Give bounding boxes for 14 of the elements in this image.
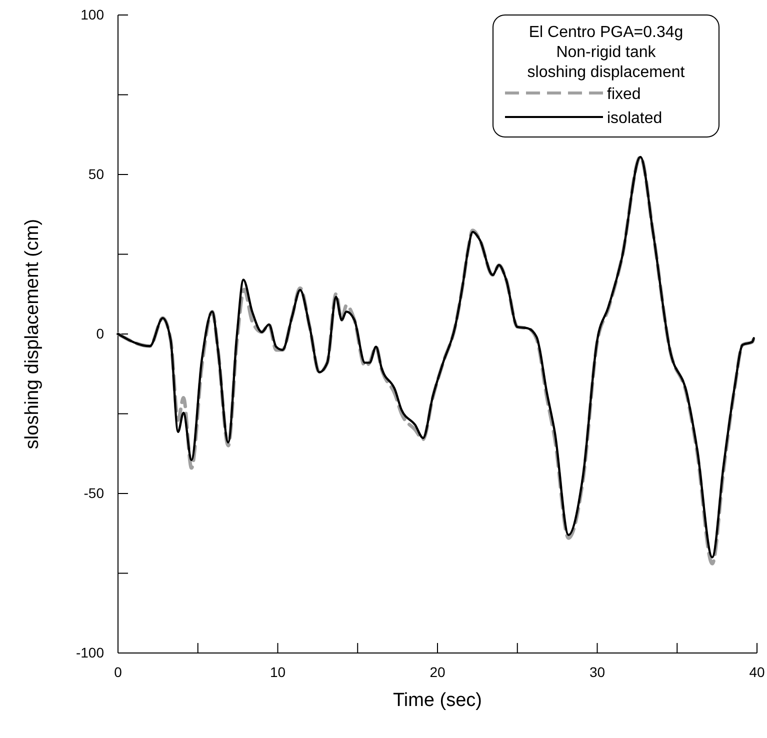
x-tick-label: 30 — [589, 664, 606, 680]
text: isolated — [607, 110, 662, 127]
legend-label: fixed — [607, 86, 641, 103]
y-tick-label: 50 — [88, 166, 104, 182]
y-tick-label: -50 — [84, 484, 104, 501]
y-tick-label: 0 — [96, 325, 104, 342]
y-axis-title: sloshing displacement (cm) — [22, 218, 43, 450]
x-tick-label: 0 — [114, 664, 122, 680]
y-tick-label: -100 — [76, 644, 104, 660]
x-tick-label: 20 — [430, 664, 446, 680]
x-tick-label: 40 — [749, 664, 765, 680]
x-tick-label: 10 — [270, 664, 286, 680]
y-tick-label: 100 — [80, 6, 104, 22]
x-axis-title: Time (sec) — [392, 690, 482, 711]
